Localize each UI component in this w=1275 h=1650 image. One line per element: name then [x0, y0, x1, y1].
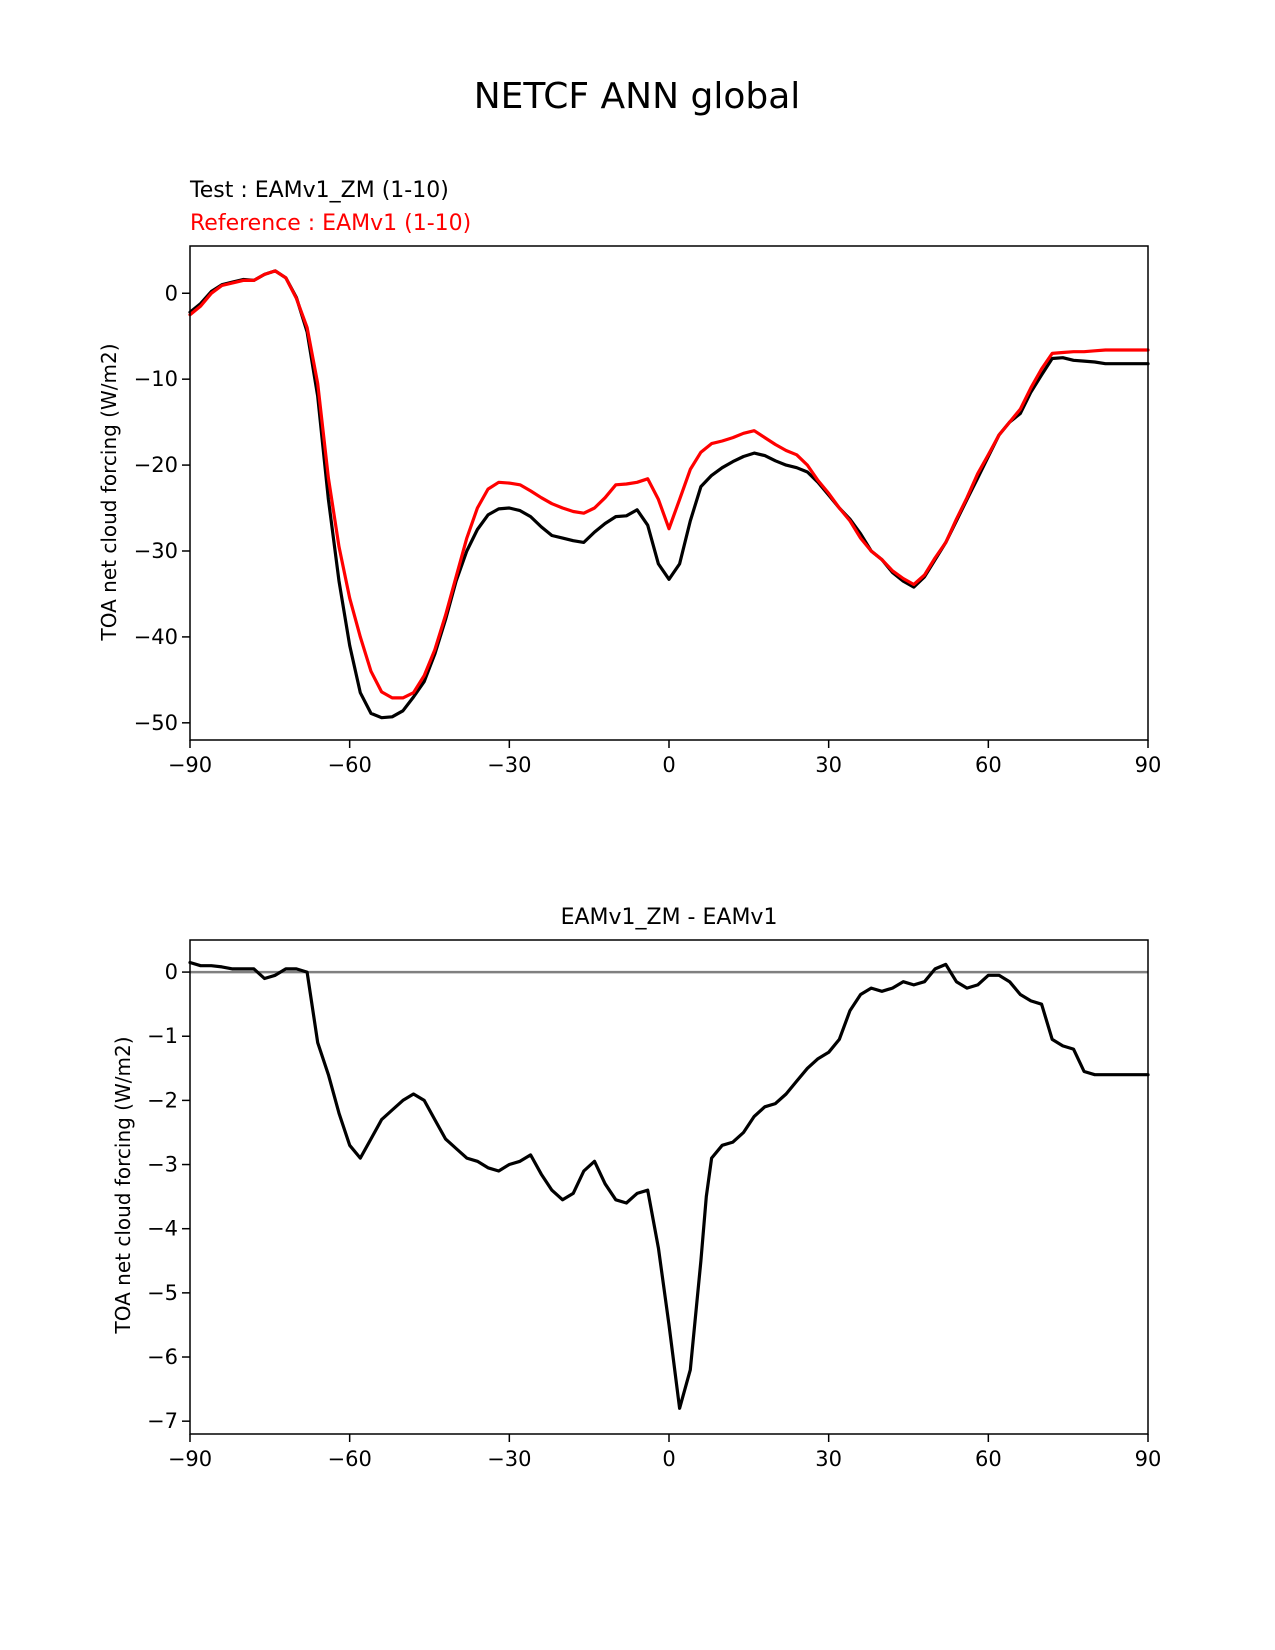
top-series-group	[188, 269, 1150, 720]
bottom-series-line-0	[188, 960, 1150, 1410]
bottom-xtick-label: −30	[487, 1447, 531, 1471]
bottom-series-group	[188, 960, 1150, 1410]
bottom-xtick-label: 60	[975, 1447, 1002, 1471]
figure-title: NETCF ANN global	[474, 76, 801, 117]
top-ytick-label: 0	[165, 281, 178, 305]
top-yaxis: 0 −10 −20 −30 −40 −50	[134, 281, 190, 735]
reference-label: Reference : EAMv1 (1-10)	[190, 211, 471, 236]
top-xtick-label: 30	[815, 753, 842, 777]
bottom-ytick-label: −5	[147, 1281, 178, 1305]
top-plot-frame	[189, 245, 1149, 741]
top-series-line-1	[188, 269, 1150, 700]
top-ytick-label: −20	[134, 453, 178, 477]
bottom-xtick-label: −90	[168, 1447, 212, 1471]
top-ytick-label: −50	[134, 711, 178, 735]
bottom-ylabel: TOA net cloud forcing (W/m2)	[111, 1036, 135, 1334]
top-xtick-label: 0	[662, 753, 675, 777]
bottom-ytick-label: −2	[147, 1088, 178, 1112]
top-panel: Test : EAMv1_ZM (1-10) Reference : EAMv1…	[97, 178, 1161, 777]
top-xtick-label: −30	[487, 753, 531, 777]
bottom-xaxis: −90 −60 −30 0 30 60 90	[168, 1434, 1162, 1471]
top-ytick-label: −30	[134, 539, 178, 563]
bottom-xtick-label: −60	[328, 1447, 372, 1471]
bottom-xtick-label: 0	[662, 1447, 675, 1471]
top-ytick-label: −40	[134, 625, 178, 649]
bottom-ytick-label: −6	[147, 1345, 178, 1369]
top-ytick-label: −10	[134, 367, 178, 391]
bottom-yaxis: 0 −1 −2 −3 −4 −5 −6 −7	[147, 960, 190, 1433]
bottom-ytick-label: 0	[165, 960, 178, 984]
bottom-title: EAMv1_ZM - EAMv1	[561, 905, 778, 930]
bottom-ytick-label: −4	[147, 1217, 178, 1241]
bottom-ytick-label: −1	[147, 1024, 178, 1048]
top-xtick-label: 60	[975, 753, 1002, 777]
test-label: Test : EAMv1_ZM (1-10)	[189, 178, 449, 203]
bottom-ytick-label: −3	[147, 1153, 178, 1177]
bottom-xtick-label: 30	[815, 1447, 842, 1471]
top-ylabel: TOA net cloud forcing (W/m2)	[97, 343, 121, 641]
top-xtick-label: −90	[168, 753, 212, 777]
bottom-plot-frame	[189, 939, 1149, 1435]
top-xaxis: −90 −60 −30 0 30 60 90	[168, 740, 1162, 777]
top-series-line-0	[188, 269, 1150, 720]
top-xtick-label: 90	[1135, 753, 1162, 777]
top-xtick-label: −60	[328, 753, 372, 777]
bottom-panel: EAMv1_ZM - EAMv1 TOA net cloud forcing (…	[111, 905, 1161, 1471]
bottom-xtick-label: 90	[1135, 1447, 1162, 1471]
bottom-ytick-label: −7	[147, 1409, 178, 1433]
